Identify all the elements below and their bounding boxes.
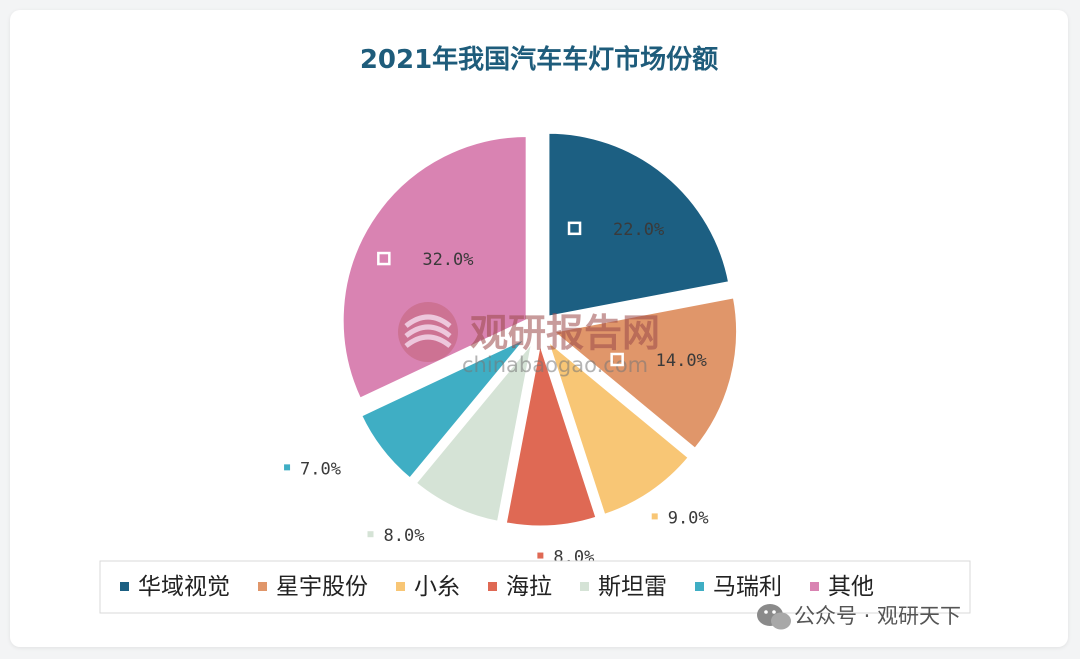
account-text: 公众号 · 观研天下 <box>794 604 961 628</box>
pie-slice-2 <box>549 295 740 452</box>
wechat-icon <box>757 604 791 630</box>
legend-swatch-5 <box>580 582 589 591</box>
account-footer: 公众号 · 观研天下 <box>757 604 961 630</box>
pie-chart: 2021年我国汽车车灯市场份额 观研报告网 chinabaogao.com 22… <box>99 44 971 630</box>
legend-label-2: 星宇股份 <box>276 574 368 600</box>
legend-label-4: 海拉 <box>506 574 552 600</box>
legend-swatch-4 <box>488 582 497 591</box>
legend-label-3: 小糸 <box>414 574 460 600</box>
legend: 华域视觉 星宇股份 小糸 海拉 斯坦雷 马瑞利 其他 <box>120 574 874 600</box>
data-label-marker-3 <box>651 513 658 520</box>
legend-label-5: 斯坦雷 <box>598 574 667 600</box>
legend-swatch-6 <box>695 582 704 591</box>
data-label-6: 7.0% <box>300 459 341 479</box>
data-label-3: 9.0% <box>668 508 709 528</box>
data-label-marker-6 <box>284 464 291 471</box>
legend-label-6: 马瑞利 <box>713 574 782 600</box>
pie-slice-3 <box>543 335 692 518</box>
data-label-marker-4 <box>537 552 544 559</box>
legend-swatch-1 <box>120 582 129 591</box>
pie-slice-1 <box>546 130 732 320</box>
legend-swatch-7 <box>810 582 819 591</box>
watermark-logo: 观研报告网 chinabaogao.com <box>398 302 660 377</box>
legend-label-1: 华域视觉 <box>138 574 230 600</box>
chart-title: 2021年我国汽车车灯市场份额 <box>360 44 718 75</box>
legend-label-7: 其他 <box>828 574 874 600</box>
watermark-name: 观研报告网 <box>470 311 660 355</box>
pie-slice-5 <box>413 339 535 525</box>
legend-swatch-2 <box>258 582 267 591</box>
pie-slices <box>340 130 740 529</box>
legend-box <box>99 560 971 614</box>
data-labels: 22.0%14.0%9.0%8.0%8.0%7.0%32.0% <box>284 220 709 568</box>
data-label-marker-2 <box>610 352 624 367</box>
data-label-2: 14.0% <box>656 351 707 371</box>
pie-slice-7 <box>340 133 529 402</box>
legend-swatch-3 <box>396 582 405 591</box>
chart-card: 2021年我国汽车车灯市场份额 观研报告网 chinabaogao.com 22… <box>10 10 1068 647</box>
pie-slice-4 <box>503 341 599 529</box>
data-label-marker-5 <box>367 531 374 538</box>
data-label-1: 22.0% <box>613 220 664 240</box>
data-label-marker-1 <box>567 221 582 236</box>
pie-slice-6 <box>358 335 530 482</box>
data-label-5: 8.0% <box>383 526 424 546</box>
data-label-7: 32.0% <box>422 250 473 270</box>
data-label-marker-7 <box>377 251 391 266</box>
